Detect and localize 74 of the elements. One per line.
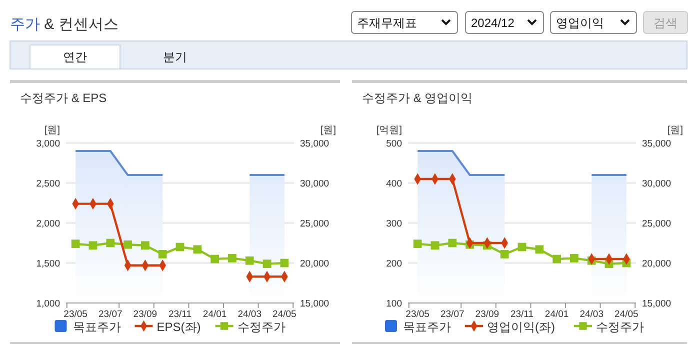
- point: [448, 238, 457, 248]
- legend-label: 수정주가: [596, 320, 644, 334]
- y2-axis-title: [원]: [320, 125, 336, 136]
- y2-tick-label: 35,000: [300, 138, 330, 150]
- y-tick-label: 2,500: [36, 178, 60, 190]
- point: [280, 258, 289, 268]
- x-tick-label: 23/09: [133, 309, 158, 320]
- x-tick-label: 23/11: [510, 309, 534, 320]
- x-tick-label: 24/03: [580, 309, 604, 320]
- point: [158, 250, 167, 258]
- x-tick-label: 24/01: [544, 309, 569, 320]
- point: [570, 254, 578, 262]
- point: [535, 245, 544, 254]
- y-tick-label: 3,000: [36, 138, 60, 150]
- x-tick-label: 24/05: [614, 309, 638, 320]
- y2-tick-label: 20,000: [642, 258, 672, 270]
- point: [176, 242, 184, 252]
- y2-tick-label: 30,000: [642, 178, 672, 190]
- x-tick-label: 24/01: [202, 309, 227, 320]
- y2-tick-label: 25,000: [300, 218, 330, 230]
- x-tick-label: 23/05: [64, 309, 88, 320]
- point: [245, 256, 254, 265]
- x-tick-label: 24/03: [238, 309, 262, 320]
- legend-label: 수정주가: [237, 320, 286, 334]
- point: [518, 242, 526, 252]
- y2-tick-label: 35,000: [642, 138, 672, 150]
- point: [193, 245, 202, 254]
- y-tick-label: 1,500: [36, 258, 60, 270]
- chart-title: 수정주가 & 영업이익: [362, 91, 473, 105]
- y-tick-label: 2,000: [36, 218, 60, 230]
- y-tick-label: 200: [386, 258, 402, 270]
- y-tick-label: 400: [386, 178, 402, 190]
- x-tick-label: 24/05: [272, 309, 296, 320]
- point: [413, 240, 422, 248]
- point: [124, 240, 132, 249]
- point: [430, 241, 440, 250]
- y-tick-label: 300: [386, 218, 402, 230]
- dropdown: 주재무제표: [351, 11, 458, 34]
- y-tick-label: 500: [386, 138, 402, 150]
- point: [228, 254, 236, 262]
- x-tick-label: 23/09: [475, 309, 500, 320]
- point: [88, 241, 98, 250]
- point: [71, 240, 80, 248]
- y2-tick-label: 25,000: [642, 218, 672, 230]
- y-axis-title: [억원]: [376, 125, 402, 136]
- point: [500, 250, 509, 258]
- point: [141, 241, 150, 250]
- legend-label: 목표주가: [72, 320, 121, 334]
- x-tick-label: 23/07: [98, 309, 122, 320]
- dropdown: 영업이익: [550, 11, 637, 34]
- chart-title: 수정주가 & EPS: [20, 91, 107, 105]
- dropdown: 2024/12: [465, 11, 544, 34]
- tab: 연간: [30, 44, 120, 70]
- point: [262, 260, 272, 268]
- y2-tick-label: 20,000: [300, 258, 330, 270]
- point: [552, 254, 561, 264]
- search-button: 검색: [643, 11, 688, 34]
- x-tick-label: 23/11: [168, 309, 192, 320]
- y2-axis-title: [원]: [667, 125, 684, 136]
- x-tick-label: 23/05: [406, 309, 430, 320]
- y2-tick-label: 30,000: [300, 178, 330, 190]
- y-tick-label: 1,000: [36, 298, 60, 310]
- point: [106, 238, 115, 248]
- legend-label: 목표주가: [403, 320, 451, 334]
- y-axis-title: [원]: [44, 125, 60, 136]
- x-tick-label: 23/07: [440, 309, 464, 320]
- y2-tick-label: 15,000: [642, 298, 672, 310]
- y-tick-label: 100: [386, 298, 402, 310]
- legend-label: 영업이익(좌): [487, 320, 555, 334]
- point: [210, 254, 219, 264]
- text: 분기: [163, 50, 187, 64]
- legend-label: EPS(좌): [156, 320, 201, 334]
- text: 주가 & 컨센서스: [10, 16, 118, 33]
- y2-tick-label: 15,000: [300, 298, 330, 310]
